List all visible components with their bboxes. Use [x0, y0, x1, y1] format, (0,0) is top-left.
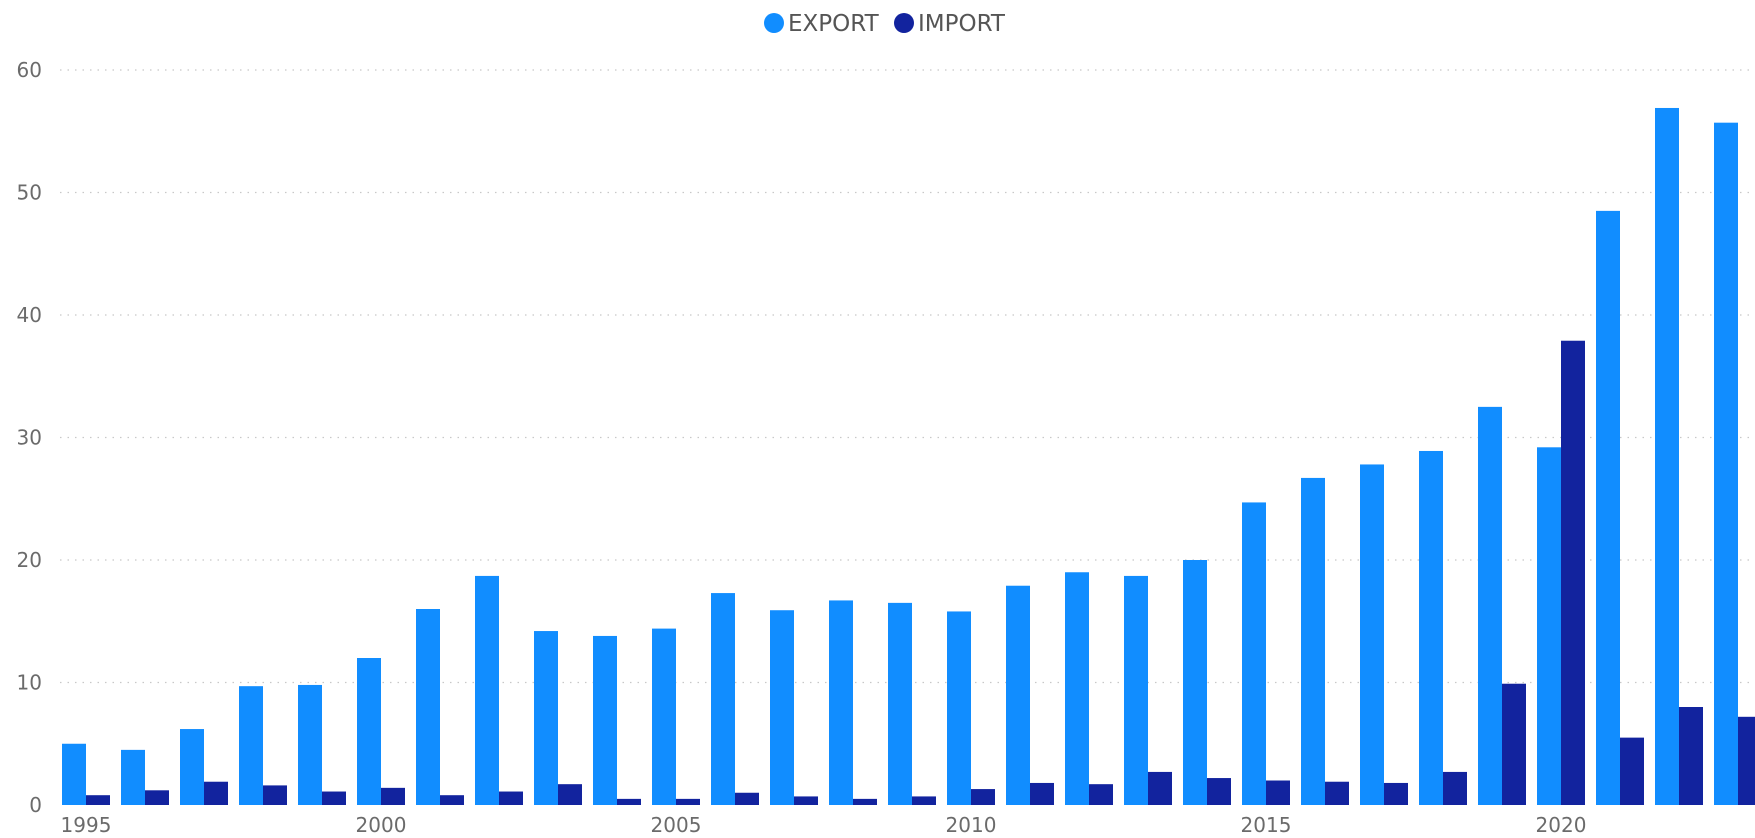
y-tick-label: 50 [17, 181, 42, 205]
bar-import-2022[interactable] [1679, 707, 1703, 805]
bar-import-2016[interactable] [1325, 781, 1349, 805]
bar-import-2018[interactable] [1443, 771, 1467, 805]
bar-import-2020[interactable] [1561, 340, 1585, 805]
bar-import-2017[interactable] [1384, 782, 1408, 805]
bar-import-2013[interactable] [1148, 771, 1172, 805]
y-tick-label: 60 [17, 58, 42, 82]
bar-import-2008[interactable] [853, 798, 877, 805]
bar-export-2014[interactable] [1183, 560, 1207, 805]
bar-import-1999[interactable] [322, 791, 346, 805]
y-tick-label: 40 [17, 303, 42, 327]
bar-import-2007[interactable] [794, 796, 818, 805]
bar-export-2019[interactable] [1478, 406, 1502, 805]
bar-export-2006[interactable] [711, 593, 735, 805]
bar-export-2016[interactable] [1301, 477, 1325, 805]
bar-export-1997[interactable] [180, 729, 204, 805]
bar-import-2021[interactable] [1620, 737, 1644, 805]
legend-label-import: IMPORT [918, 11, 1006, 37]
bar-export-2021[interactable] [1596, 210, 1620, 805]
y-axis: 0 10 20 30 40 50 60 [17, 58, 42, 817]
x-tick-label: 2000 [356, 813, 407, 837]
bar-import-2012[interactable] [1089, 784, 1113, 805]
bar-import-2002[interactable] [499, 791, 523, 805]
bar-import-1996[interactable] [145, 790, 169, 805]
bar-export-2007[interactable] [770, 610, 794, 805]
x-tick-label: 2015 [1241, 813, 1292, 837]
legend-marker-import [894, 13, 914, 33]
y-tick-label: 0 [29, 793, 42, 817]
bar-export-2018[interactable] [1419, 450, 1443, 805]
bar-import-2011[interactable] [1030, 782, 1054, 805]
x-axis: 1995 2000 2005 2010 2015 2020 [61, 813, 1587, 837]
bar-import-2000[interactable] [381, 787, 405, 805]
bar-import-1997[interactable] [204, 781, 228, 805]
y-tick-label: 30 [17, 426, 42, 450]
bar-export-2012[interactable] [1065, 572, 1089, 805]
bar-export-2005[interactable] [652, 628, 676, 805]
y-tick-label: 20 [17, 548, 42, 572]
bar-import-1995[interactable] [86, 795, 110, 805]
legend-item-import[interactable]: IMPORT [894, 11, 1006, 37]
bar-import-2014[interactable] [1207, 778, 1231, 805]
bar-import-2001[interactable] [440, 795, 464, 805]
bar-export-2022[interactable] [1655, 107, 1679, 806]
bar-import-2019[interactable] [1502, 683, 1526, 805]
bar-import-2023[interactable] [1738, 716, 1755, 805]
bar-export-2017[interactable] [1360, 464, 1384, 805]
bars [62, 107, 1755, 806]
bar-export-1996[interactable] [121, 749, 145, 805]
bar-import-2009[interactable] [912, 796, 936, 805]
bar-export-2000[interactable] [357, 658, 381, 805]
bar-import-2004[interactable] [617, 798, 641, 805]
bar-export-2020[interactable] [1537, 447, 1561, 805]
bar-import-2005[interactable] [676, 798, 700, 805]
bar-import-2010[interactable] [971, 789, 995, 805]
bar-export-2003[interactable] [534, 631, 558, 805]
bar-export-2009[interactable] [888, 602, 912, 805]
x-tick-label: 2020 [1536, 813, 1587, 837]
bar-export-2023[interactable] [1714, 122, 1738, 806]
bar-export-2010[interactable] [947, 611, 971, 805]
bar-export-1995[interactable] [62, 743, 86, 805]
bar-export-2002[interactable] [475, 575, 499, 805]
legend: EXPORT IMPORT [764, 11, 1006, 37]
x-tick-label: 2010 [946, 813, 997, 837]
bar-import-2006[interactable] [735, 792, 759, 805]
x-tick-label: 1995 [61, 813, 112, 837]
y-tick-label: 10 [17, 671, 42, 695]
bar-export-1999[interactable] [298, 684, 322, 805]
bar-export-1998[interactable] [239, 686, 263, 805]
legend-item-export[interactable]: EXPORT [764, 11, 880, 37]
bar-export-2013[interactable] [1124, 575, 1148, 805]
legend-marker-export [764, 13, 784, 33]
bar-export-2011[interactable] [1006, 585, 1030, 805]
bar-import-2003[interactable] [558, 784, 582, 805]
bar-export-2004[interactable] [593, 635, 617, 805]
bar-export-2001[interactable] [416, 609, 440, 805]
legend-label-export: EXPORT [788, 11, 880, 37]
bar-import-2015[interactable] [1266, 780, 1290, 806]
bar-import-1998[interactable] [263, 785, 287, 805]
bar-export-2008[interactable] [829, 600, 853, 805]
x-tick-label: 2005 [651, 813, 702, 837]
bar-export-2015[interactable] [1242, 502, 1266, 805]
